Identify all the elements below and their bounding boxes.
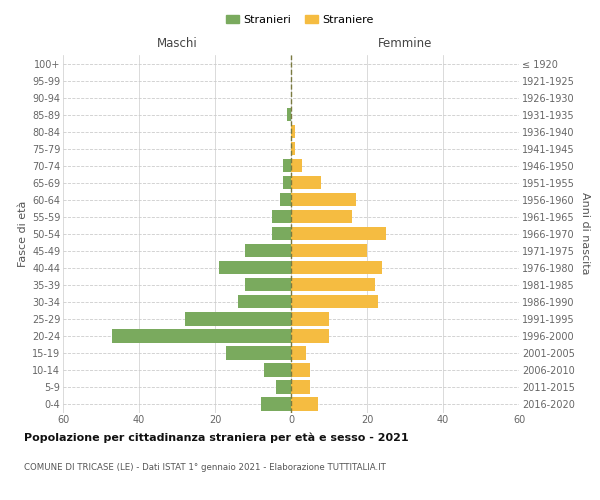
Bar: [226, 346, 291, 360]
Bar: [287, 108, 291, 121]
Bar: [265, 364, 291, 376]
Bar: [112, 330, 291, 342]
Bar: [291, 380, 310, 394]
Bar: [291, 398, 317, 410]
Text: Femmine: Femmine: [378, 37, 432, 50]
Bar: [291, 295, 379, 308]
Bar: [291, 125, 295, 138]
Bar: [291, 159, 302, 172]
Bar: [291, 210, 352, 224]
Y-axis label: Fasce di età: Fasce di età: [17, 200, 28, 267]
Bar: [219, 261, 291, 274]
Bar: [185, 312, 291, 326]
Bar: [291, 278, 374, 291]
Bar: [291, 261, 382, 274]
Bar: [291, 364, 310, 376]
Y-axis label: Anni di nascita: Anni di nascita: [580, 192, 590, 275]
Bar: [245, 244, 291, 258]
Bar: [283, 176, 291, 190]
Bar: [272, 210, 291, 224]
Bar: [291, 193, 356, 206]
Bar: [276, 380, 291, 394]
Bar: [291, 346, 306, 360]
Bar: [260, 398, 291, 410]
Bar: [238, 295, 291, 308]
Bar: [280, 193, 291, 206]
Bar: [291, 176, 322, 190]
Bar: [291, 330, 329, 342]
Bar: [291, 312, 329, 326]
Bar: [283, 159, 291, 172]
Legend: Stranieri, Straniere: Stranieri, Straniere: [221, 10, 379, 29]
Text: Maschi: Maschi: [157, 37, 197, 50]
Bar: [245, 278, 291, 291]
Bar: [272, 227, 291, 240]
Text: Popolazione per cittadinanza straniera per età e sesso - 2021: Popolazione per cittadinanza straniera p…: [24, 432, 409, 443]
Text: COMUNE DI TRICASE (LE) - Dati ISTAT 1° gennaio 2021 - Elaborazione TUTTITALIA.IT: COMUNE DI TRICASE (LE) - Dati ISTAT 1° g…: [24, 462, 386, 471]
Bar: [291, 227, 386, 240]
Bar: [291, 244, 367, 258]
Bar: [291, 142, 295, 156]
